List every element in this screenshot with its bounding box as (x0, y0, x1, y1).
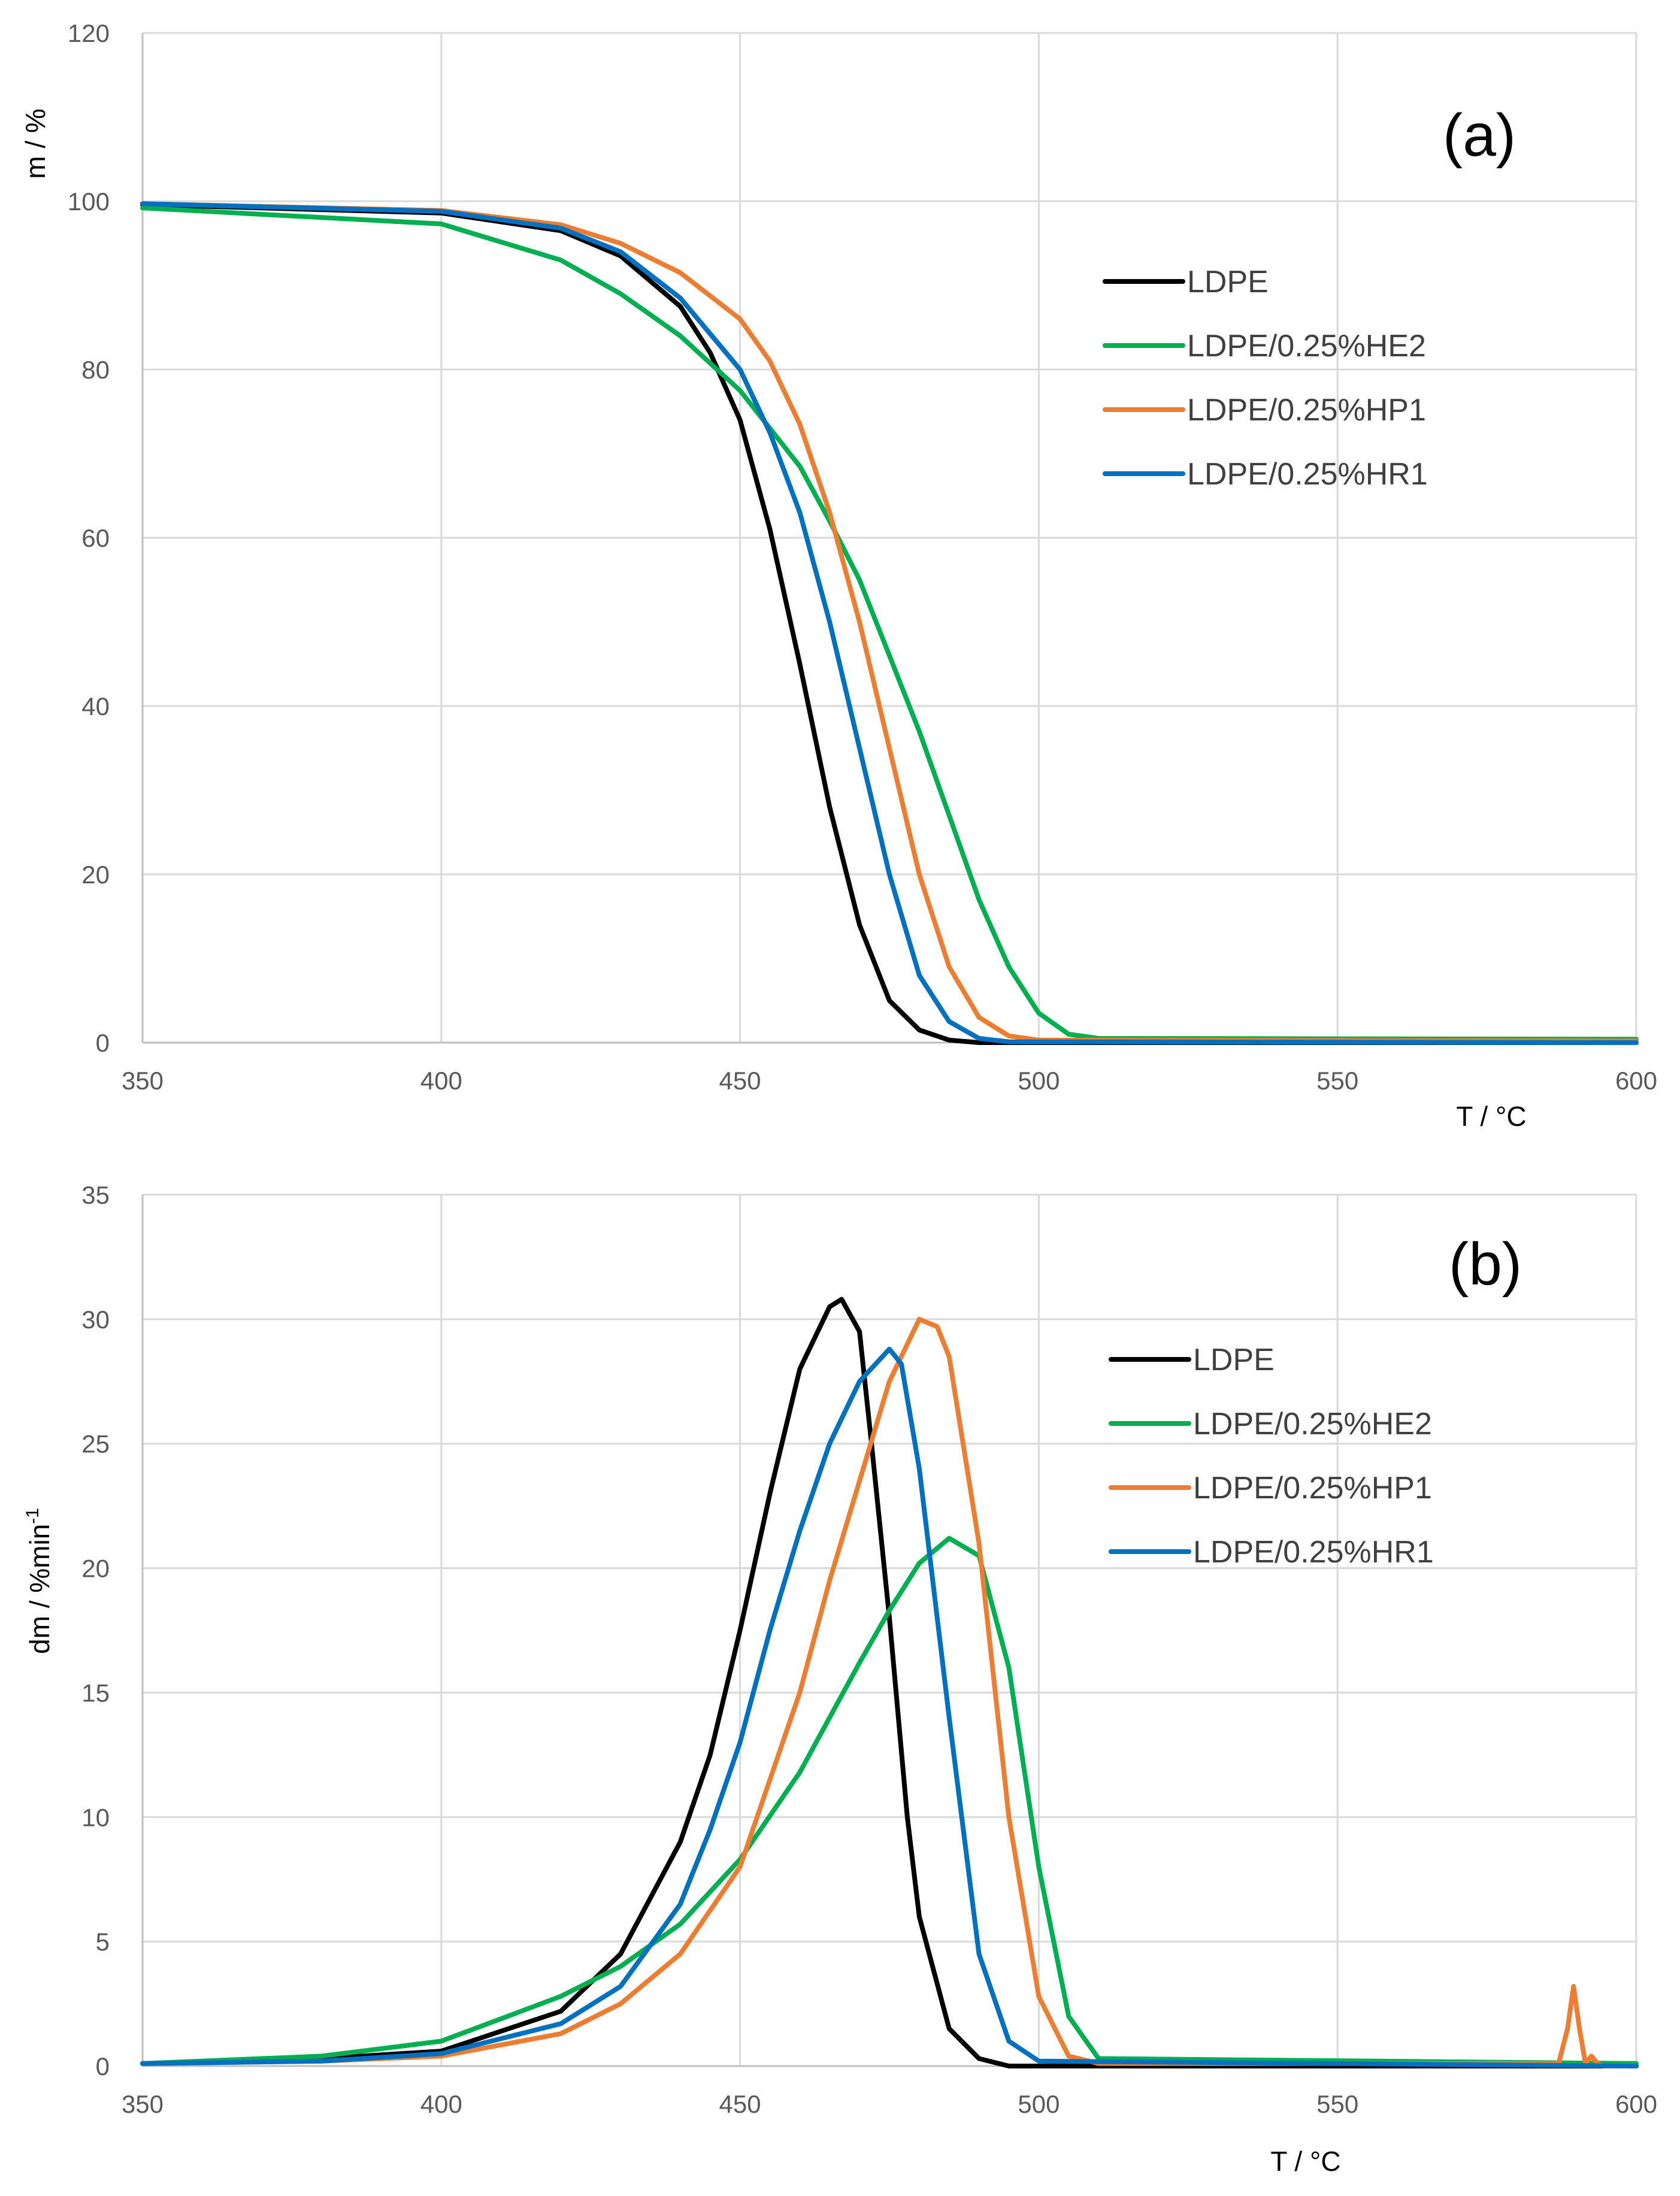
legend-item-ldpe-0-25-hp1: LDPE/0.25%HP1 (1109, 1471, 1432, 1506)
x-axis-title: T / °C (1270, 2146, 1340, 2177)
legend-label: LDPE (1193, 1343, 1275, 1377)
x-tick-label: 550 (1316, 1067, 1358, 1095)
series-line-ldpe-0-25-hp1 (140, 1316, 1639, 2068)
y-axis-title-text: dm / %min (24, 1524, 55, 1654)
series-line-ldpe-0-25-he2 (140, 205, 1639, 1042)
legend-label: LDPE/0.25%HP1 (1193, 1471, 1432, 1506)
legend-item-ldpe-0-25-hp1: LDPE/0.25%HP1 (1103, 393, 1426, 428)
y-axis-title-text: m / % (20, 108, 51, 179)
y-tick-label: 20 (81, 1555, 110, 1583)
y-axis-title: dm / %min-1 (23, 1508, 55, 1654)
panel-a-mass-loss: 350 400 450 500 550 600020406080100120LDPELDP… (20, 19, 1657, 1132)
legend-label: LDPE/0.25%HE2 (1193, 1407, 1432, 1441)
y-tick-label: 80 (81, 356, 110, 384)
legend-item-ldpe-0-25-he2: LDPE/0.25%HE2 (1103, 329, 1426, 364)
x-tick-label: 600 (1615, 2090, 1657, 2118)
x-tick-label: 550 (1316, 2090, 1358, 2118)
x-tick-label: 450 (719, 1067, 761, 1095)
y-tick-label: 5 (96, 1928, 110, 1956)
y-tick-label: 60 (81, 524, 110, 552)
y-axis-title-superscript: -1 (23, 1508, 43, 1524)
legend: LDPE LDPE/0.25%HE2 LDPE/0.25%HP1 LDPE/0.25%… (1103, 265, 1428, 492)
legend-item-ldpe: LDPE (1103, 265, 1269, 299)
series-line-ldpe-0-25-he2 (140, 1535, 1639, 2066)
x-axis-title: T / °C (1456, 1101, 1526, 1132)
x-tick-label: 350 (122, 2090, 164, 2118)
legend-label: LDPE/0.25%HP1 (1187, 393, 1426, 428)
x-tick-label: 600 (1615, 1067, 1657, 1095)
y-tick-label: 40 (81, 692, 110, 720)
panel-label: (a) (1443, 102, 1516, 169)
x-tick-label: 500 (1018, 2090, 1060, 2118)
series-line-ldpe-0-25-hr1 (140, 201, 1639, 1045)
series-line-ldpe-0-25-hp1 (140, 201, 1639, 1044)
y-tick-label: 20 (81, 861, 110, 889)
legend-label: LDPE/0.25%HR1 (1187, 457, 1428, 492)
series-line-ldpe-0-25-hr1 (140, 1346, 1639, 2068)
x-tick-label: 350 (122, 1067, 164, 1095)
y-tick-label: 25 (81, 1430, 110, 1458)
y-tick-label: 35 (81, 1181, 110, 1209)
x-tick-label: 400 (420, 2090, 462, 2118)
y-tick-label: 30 (81, 1306, 110, 1334)
x-tick-label: 500 (1018, 1067, 1060, 1095)
panel-label: (b) (1449, 1231, 1522, 1298)
y-tick-label: 15 (81, 1679, 110, 1707)
legend-item-ldpe-0-25-hr1: LDPE/0.25%HR1 (1109, 1535, 1434, 1570)
legend-item-ldpe: LDPE (1109, 1343, 1275, 1377)
y-tick-label: 0 (96, 1029, 110, 1057)
legend-label: LDPE (1187, 265, 1269, 299)
legend-label: LDPE/0.25%HR1 (1193, 1535, 1434, 1570)
panel-b-mass-loss-rate: 350 400 450 500 550 60005101520253035LDPELDPE… (23, 1181, 1657, 2177)
series-line-ldpe (140, 202, 1639, 1045)
legend: LDPE LDPE/0.25%HE2 LDPE/0.25%HP1 LDPE/0.25%… (1109, 1343, 1434, 1570)
legend-label: LDPE/0.25%HE2 (1187, 329, 1426, 364)
y-tick-label: 120 (68, 19, 110, 47)
x-tick-label: 450 (719, 2090, 761, 2118)
legend-item-ldpe-0-25-he2: LDPE/0.25%HE2 (1109, 1407, 1432, 1441)
y-tick-label: 100 (68, 187, 110, 216)
y-tick-label: 10 (81, 1803, 110, 1831)
series-line-ldpe (140, 1297, 1639, 2068)
x-tick-label: 400 (420, 1067, 462, 1095)
legend-item-ldpe-0-25-hr1: LDPE/0.25%HR1 (1103, 457, 1428, 492)
y-axis-title: m / % (20, 108, 51, 179)
y-tick-label: 0 (96, 2052, 110, 2080)
